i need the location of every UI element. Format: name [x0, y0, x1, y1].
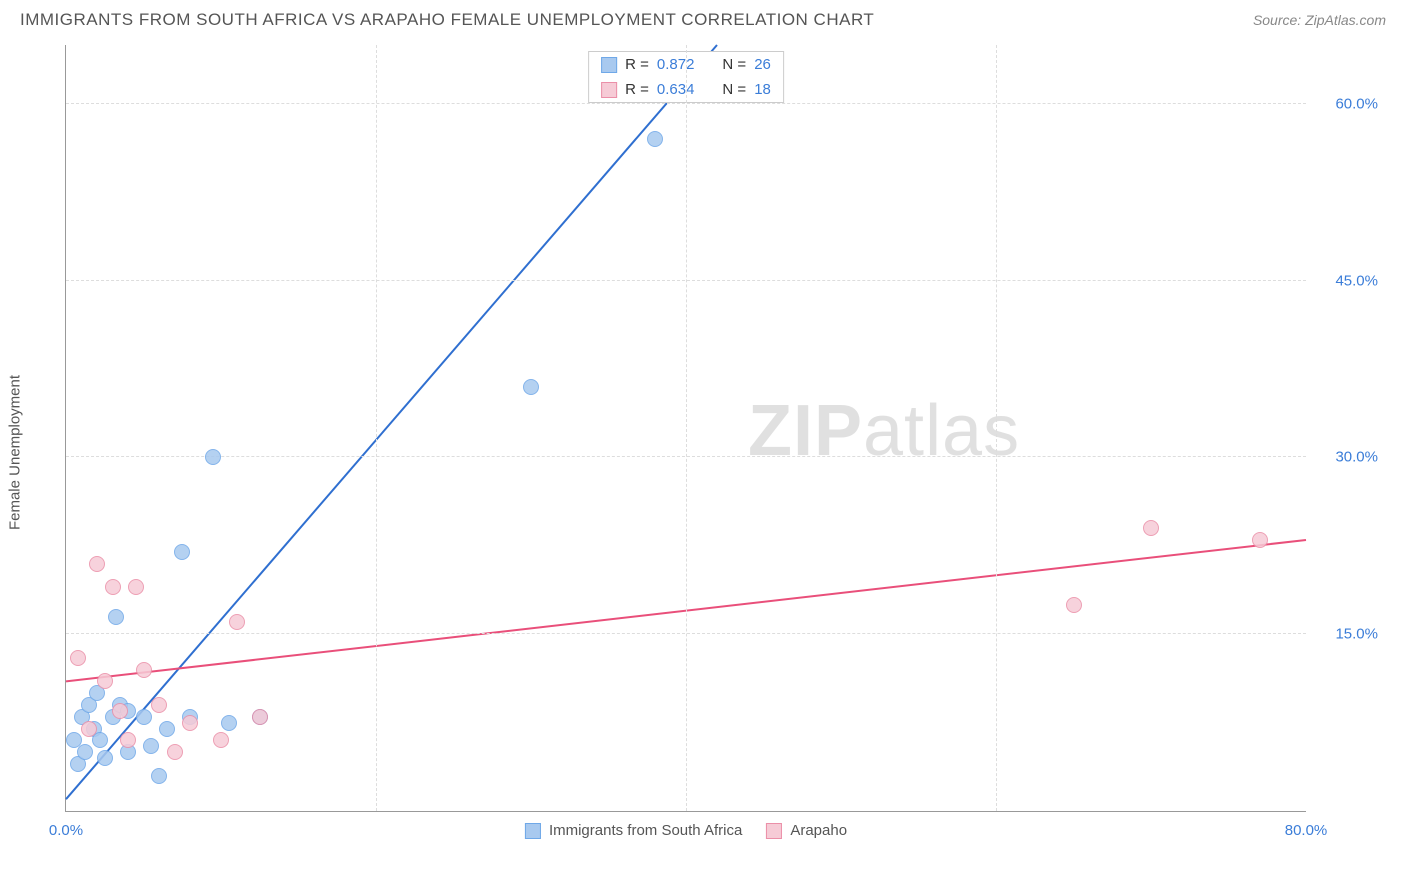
header: IMMIGRANTS FROM SOUTH AFRICA VS ARAPAHO …: [0, 0, 1406, 30]
data-point: [182, 715, 198, 731]
legend-series: Immigrants from South Africa Arapaho: [525, 822, 847, 839]
data-point: [105, 579, 121, 595]
data-point: [112, 703, 128, 719]
swatch-icon: [601, 57, 617, 73]
data-point: [229, 614, 245, 630]
data-point: [92, 732, 108, 748]
plot-area: ZIPatlas R = 0.872N = 26R = 0.634N = 18 …: [65, 45, 1306, 812]
swatch-icon: [525, 823, 541, 839]
data-point: [89, 556, 105, 572]
data-point: [120, 732, 136, 748]
data-point: [647, 131, 663, 147]
vgridline: [376, 45, 377, 811]
data-point: [1066, 597, 1082, 613]
data-point: [136, 662, 152, 678]
x-tick-label: 0.0%: [49, 822, 83, 839]
data-point: [1252, 532, 1268, 548]
data-point: [151, 768, 167, 784]
y-tick-label: 15.0%: [1335, 626, 1378, 643]
r-label: R =: [625, 56, 649, 73]
r-label: R =: [625, 81, 649, 98]
x-tick-label: 80.0%: [1285, 822, 1328, 839]
data-point: [213, 732, 229, 748]
data-point: [159, 721, 175, 737]
n-value: 18: [754, 81, 771, 98]
legend-label: Immigrants from South Africa: [549, 822, 742, 839]
legend-label: Arapaho: [790, 822, 847, 839]
data-point: [221, 715, 237, 731]
swatch-icon: [601, 82, 617, 98]
data-point: [174, 544, 190, 560]
n-label: N =: [722, 56, 746, 73]
data-point: [252, 709, 268, 725]
data-point: [77, 744, 93, 760]
data-point: [151, 697, 167, 713]
swatch-icon: [766, 823, 782, 839]
data-point: [205, 449, 221, 465]
y-tick-label: 60.0%: [1335, 95, 1378, 112]
n-value: 26: [754, 56, 771, 73]
data-point: [1143, 520, 1159, 536]
y-tick-label: 30.0%: [1335, 449, 1378, 466]
chart-container: Female Unemployment ZIPatlas R = 0.872N …: [50, 45, 1386, 842]
n-label: N =: [722, 81, 746, 98]
chart-title: IMMIGRANTS FROM SOUTH AFRICA VS ARAPAHO …: [20, 10, 874, 30]
data-point: [523, 379, 539, 395]
y-tick-label: 45.0%: [1335, 272, 1378, 289]
source-label: Source: ZipAtlas.com: [1253, 12, 1386, 28]
data-point: [143, 738, 159, 754]
data-point: [136, 709, 152, 725]
data-point: [108, 609, 124, 625]
trend-line: [66, 45, 717, 799]
data-point: [167, 744, 183, 760]
legend-item: Arapaho: [766, 822, 847, 839]
r-value: 0.872: [657, 56, 695, 73]
data-point: [97, 750, 113, 766]
y-axis-label: Female Unemployment: [7, 374, 24, 529]
data-point: [81, 721, 97, 737]
vgridline: [686, 45, 687, 811]
data-point: [97, 673, 113, 689]
data-point: [70, 650, 86, 666]
legend-item: Immigrants from South Africa: [525, 822, 742, 839]
vgridline: [996, 45, 997, 811]
data-point: [128, 579, 144, 595]
r-value: 0.634: [657, 81, 695, 98]
